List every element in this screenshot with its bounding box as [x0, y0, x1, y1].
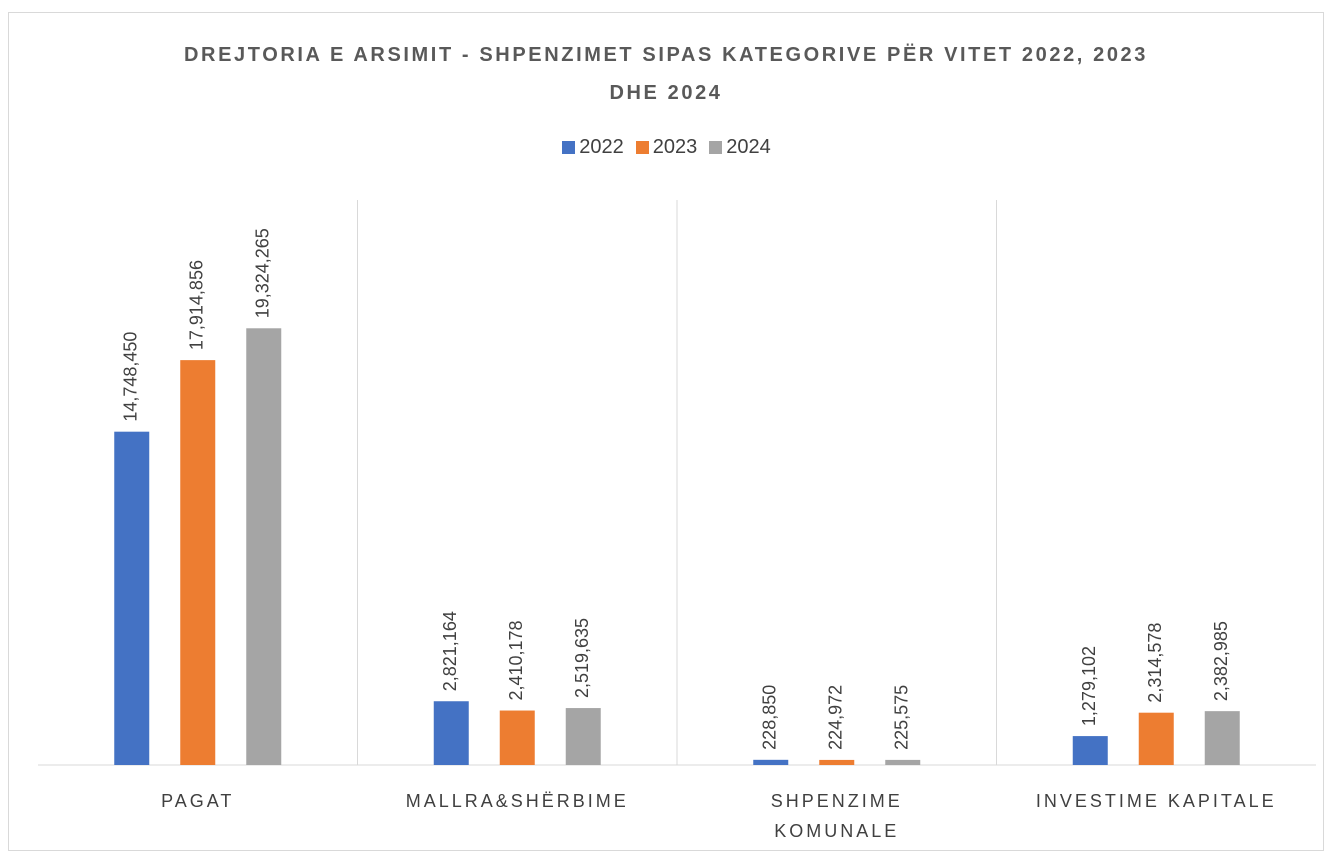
legend-item: 2022	[562, 136, 624, 159]
bar	[565, 708, 601, 765]
legend-item: 2024	[709, 136, 771, 159]
legend-label: 2023	[652, 136, 698, 158]
legend-label: 2024	[726, 136, 771, 158]
data-label: 1,279,102	[1079, 646, 1099, 726]
bar	[1072, 736, 1108, 765]
legend-swatch	[709, 141, 723, 154]
legend-item: 2023	[635, 136, 698, 159]
bar	[114, 431, 150, 765]
bar	[1138, 712, 1174, 765]
chart-title: DREJTORIA E ARSIMIT - SHPENZIMET SIPAS K…	[183, 44, 1149, 104]
x-tick-label: PAGAT	[161, 791, 235, 811]
bar	[499, 710, 535, 765]
data-label: 2,821,164	[440, 611, 460, 691]
x-tick-label: SHPENZIME KOMUNALE	[770, 791, 903, 841]
bar	[885, 759, 921, 765]
data-label: 2,314,578	[1145, 623, 1165, 703]
data-label: 2,410,178	[506, 620, 526, 700]
legend-swatch	[635, 141, 649, 154]
data-label: 228,850	[760, 685, 780, 750]
bar	[819, 759, 855, 765]
bar	[1204, 711, 1240, 765]
data-label: 17,914,856	[187, 260, 207, 350]
legend: 2022 2023 2024	[0, 136, 1333, 160]
bar	[433, 701, 469, 765]
data-label: 225,575	[892, 685, 912, 750]
chart-border	[8, 12, 1324, 851]
data-label: 224,972	[826, 685, 846, 750]
legend-swatch	[562, 141, 576, 154]
data-label: 2,519,635	[572, 618, 592, 698]
x-tick-label: INVESTIME KAPITALE	[1035, 791, 1277, 811]
data-label: 19,324,265	[253, 228, 273, 318]
bar	[753, 759, 789, 765]
legend-label: 2022	[579, 136, 624, 158]
x-tick-label: MALLRA&SHËRBIME	[405, 791, 629, 811]
bar	[246, 328, 282, 765]
data-label: 2,382,985	[1211, 621, 1231, 701]
bar	[180, 360, 216, 765]
data-label: 14,748,450	[121, 332, 141, 422]
